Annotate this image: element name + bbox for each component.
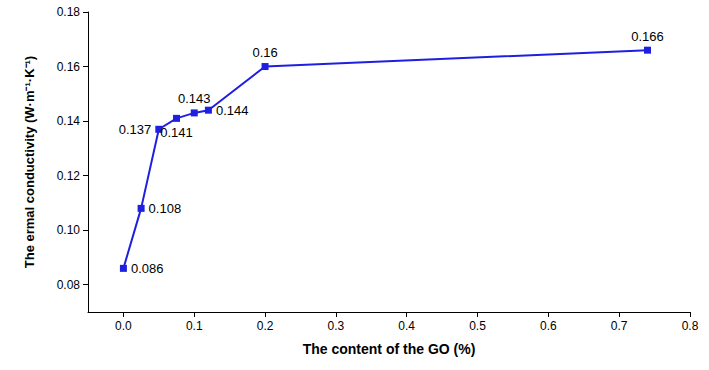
svg-text:0.0: 0.0 (115, 319, 132, 333)
svg-text:0.12: 0.12 (57, 169, 81, 183)
svg-text:0.143: 0.143 (178, 91, 211, 106)
svg-text:0.5: 0.5 (469, 319, 486, 333)
svg-text:The content of the GO (%): The content of the GO (%) (303, 341, 476, 357)
svg-text:0.14: 0.14 (57, 114, 81, 128)
svg-text:0.086: 0.086 (131, 261, 164, 276)
svg-text:0.141: 0.141 (160, 125, 193, 140)
svg-text:0.16: 0.16 (57, 60, 81, 74)
svg-text:0.2: 0.2 (257, 319, 274, 333)
svg-text:0.144: 0.144 (216, 103, 249, 118)
svg-text:0.108: 0.108 (149, 201, 182, 216)
svg-text:0.16: 0.16 (252, 45, 277, 60)
svg-text:0.4: 0.4 (398, 319, 415, 333)
svg-text:0.08: 0.08 (57, 278, 81, 292)
svg-text:0.10: 0.10 (57, 223, 81, 237)
svg-text:0.166: 0.166 (631, 29, 664, 44)
svg-text:0.6: 0.6 (540, 319, 557, 333)
svg-text:0.7: 0.7 (611, 319, 628, 333)
svg-text:0.3: 0.3 (328, 319, 345, 333)
svg-text:0.1: 0.1 (186, 319, 203, 333)
svg-text:0.137: 0.137 (119, 122, 152, 137)
svg-text:The ermal conductivity (W·m⁻¹·: The ermal conductivity (W·m⁻¹·K⁻¹) (22, 56, 37, 268)
svg-text:0.18: 0.18 (57, 5, 81, 19)
svg-text:0.8: 0.8 (682, 319, 699, 333)
